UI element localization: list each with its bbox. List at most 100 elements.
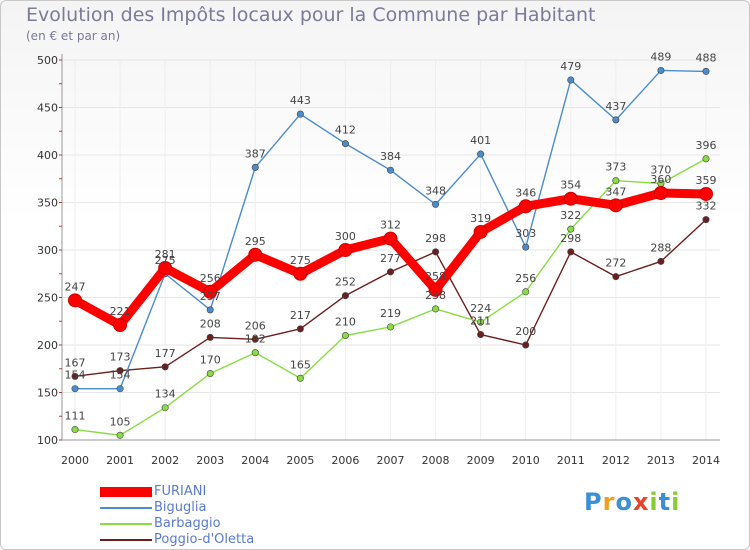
data-label: 272 [605,257,626,270]
data-label: 105 [110,415,131,428]
data-label: 347 [605,185,626,198]
data-point [113,318,128,333]
data-label: 319 [470,212,491,225]
data-label: 312 [380,219,401,232]
y-tick-label: 300 [37,244,58,257]
legend-label: Barbaggio [154,516,221,531]
data-point [432,248,440,256]
data-point [206,333,214,341]
chart-subtitle: (en € et par an) [26,29,121,43]
x-tick-label: 2007 [377,454,405,467]
data-point [612,177,620,185]
x-tick-label: 2013 [647,454,675,467]
data-point [567,225,575,233]
data-label: 288 [650,241,671,254]
data-point [473,224,488,239]
x-tick-label: 2002 [151,454,179,467]
data-label: 384 [380,150,401,163]
data-point [116,431,124,439]
data-label: 170 [200,354,221,367]
data-point [248,247,263,262]
data-point [296,325,304,333]
data-label: 154 [110,369,131,382]
logo-letter: i [671,488,681,516]
x-tick-label: 2003 [196,454,224,467]
data-label: 443 [290,94,311,107]
data-point [341,331,349,339]
data-label: 200 [515,325,536,338]
data-label: 252 [335,276,356,289]
legend-swatch-poggio-doletta [100,539,152,541]
data-label: 206 [245,319,266,332]
data-label: 360 [650,173,671,186]
data-point [68,293,82,308]
data-point [293,266,308,281]
logo-letter: i [649,488,659,516]
data-point [612,116,620,124]
data-label: 298 [425,232,446,245]
data-point [386,323,394,331]
legend-label: Biguglia [154,500,207,515]
data-point [386,166,394,174]
data-point [161,363,169,371]
data-label: 489 [650,50,671,63]
y-tick-label: 350 [37,197,58,210]
data-label: 277 [380,252,401,265]
data-label: 401 [470,134,491,147]
data-point [158,261,173,276]
data-point [341,140,349,148]
data-label: 479 [560,60,581,73]
data-label: 437 [605,100,626,113]
data-label: 173 [110,351,131,364]
x-tick-label: 2010 [512,454,540,467]
x-tick-label: 2004 [241,454,269,467]
data-point [702,155,710,163]
data-label: 256 [515,272,536,285]
data-label: 224 [470,302,491,315]
logo-letter: P [584,488,603,516]
data-label: 396 [696,139,717,152]
data-label: 192 [245,333,266,346]
data-point [116,385,124,393]
x-tick-label: 2006 [331,454,359,467]
data-label: 322 [560,209,581,222]
x-tick-label: 2001 [106,454,134,467]
data-label: 247 [65,280,86,293]
data-label: 298 [560,232,581,245]
data-point [432,200,440,208]
x-tick-label: 2009 [467,454,495,467]
data-label: 488 [696,51,717,64]
chart-title: Evolution des Impôts locaux pour la Comm… [26,4,596,26]
data-point [567,248,575,256]
logo-letter: o [615,488,633,516]
data-point [428,282,443,297]
y-tick-label: 150 [37,387,58,400]
data-point [251,335,259,343]
data-label: 210 [335,316,356,329]
data-label: 237 [200,290,221,303]
data-point [518,199,533,214]
data-label: 346 [515,186,536,199]
data-label: 348 [425,184,446,197]
data-point [383,231,398,246]
data-point [161,404,169,412]
data-point [206,369,214,377]
data-point [386,268,394,276]
data-label: 332 [696,200,717,213]
data-label: 258 [425,270,446,283]
data-label: 412 [335,124,356,137]
data-point [296,374,304,382]
data-point [699,186,713,201]
data-label: 387 [245,147,266,160]
data-label: 219 [380,307,401,320]
data-label: 359 [696,174,717,187]
data-label: 221 [110,305,131,318]
data-point [567,76,575,84]
logo-letter: x [632,488,650,516]
data-label: 275 [290,254,311,267]
data-label: 300 [335,230,356,243]
data-point [657,66,665,74]
data-label: 281 [155,248,176,261]
